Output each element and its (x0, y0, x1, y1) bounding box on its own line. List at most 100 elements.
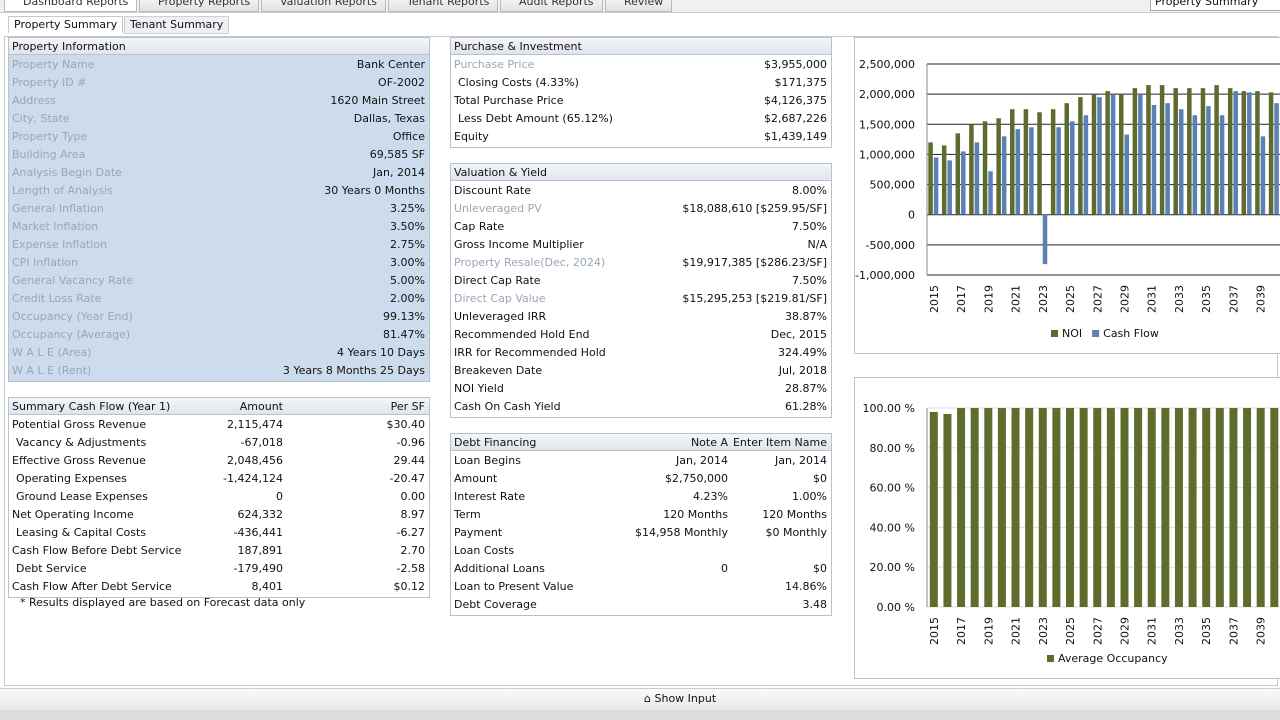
row-value: 1.00% (792, 490, 827, 503)
bar (1106, 408, 1115, 607)
row-label: Debt Service (16, 562, 87, 575)
row-value: $0.12 (393, 580, 426, 593)
x-tick-label: 2023 (1037, 617, 1050, 645)
x-tick-label: 2027 (1091, 617, 1104, 645)
footnote: * Results displayed are based on Forecas… (20, 596, 306, 609)
row-label: Cash Flow After Debt Service (12, 580, 172, 593)
bar (943, 413, 952, 607)
row-label: W A L E (Rent) (12, 364, 92, 377)
row-value: -2.58 (396, 562, 425, 575)
bar (1001, 136, 1007, 215)
row-label: Unleveraged IRR (454, 310, 547, 323)
top-tab[interactable]: Tenant Reports (388, 0, 499, 12)
row-label: Cap Rate (454, 220, 505, 233)
bar (974, 142, 980, 215)
row-label: Occupancy (Average) (12, 328, 131, 341)
bar (1079, 408, 1088, 607)
row-value: 30 Years 0 Months (324, 184, 425, 197)
row-label: IRR for Recommended Hold (454, 346, 606, 359)
panel-header (9, 38, 429, 55)
row-value: Jul, 2018 (778, 364, 827, 377)
row-value: 0 (276, 490, 283, 503)
row-label: Vacancy & Adjustments (16, 436, 147, 449)
bar (1064, 103, 1070, 215)
debt-panel: Debt Financing Note A Enter Item Name Loan … (450, 433, 832, 616)
show-input-button[interactable]: ⌂ Show Input (644, 692, 716, 706)
row-label: Loan Costs (454, 544, 515, 557)
x-tick-label: 2031 (1146, 285, 1159, 313)
y-tick-label: 100.00 % (863, 402, 915, 415)
row-value: $2,687,226 (764, 112, 827, 125)
row-label: Operating Expenses (16, 472, 127, 485)
row-value: 187,891 (237, 544, 284, 557)
x-tick-label: 2029 (1118, 285, 1131, 313)
chart: 2,500,000 2,000,000 1,500,000 1,000,000 500,… (855, 58, 1280, 340)
y-tick-label: 2,500,000 (859, 58, 915, 71)
row-label: Interest Rate (454, 490, 526, 503)
bar (1110, 94, 1116, 215)
y-tick-label: 500,000 (870, 179, 916, 192)
panel-header (451, 164, 831, 181)
x-tick-label: 2025 (1064, 617, 1077, 645)
panel-header (451, 38, 831, 55)
row-value: $0 (813, 472, 827, 485)
chart-panel: 100.00 % 80.00 % 60.00 % 40.00 % 20.00 % 0.00… (854, 377, 1280, 679)
row-label: Gross Income Multiplier (454, 238, 584, 251)
bar (1188, 408, 1197, 607)
sub-tab[interactable]: Property Summary (8, 16, 124, 33)
top-tab[interactable]: Property Reports (139, 0, 260, 12)
top-tab[interactable]: Dashboard Reports (4, 0, 138, 12)
row-label: Potential Gross Revenue (12, 418, 147, 431)
bar (1159, 85, 1165, 215)
top-tab[interactable]: Audit Reports (500, 0, 603, 12)
row-value: Office (392, 130, 425, 143)
row-value: 3.00% (390, 256, 425, 269)
bar (1260, 136, 1266, 215)
row-label: W A L E (Area) (12, 346, 92, 359)
row-label: Recommended Hold End (454, 328, 590, 341)
row-value: 14.86% (785, 580, 827, 593)
row-label: Property Resale(Dec, 2024) (454, 256, 606, 269)
bar (1173, 88, 1178, 215)
row-label: Effective Gross Revenue (12, 454, 146, 467)
bar (928, 142, 933, 215)
bar (1050, 109, 1056, 215)
row-label: Payment (454, 526, 503, 539)
row-value: 4 Years 10 Days (337, 346, 425, 359)
bar (1105, 91, 1110, 215)
row-label: Total Purchase Price (454, 94, 564, 107)
row-value: -179,490 (233, 562, 283, 575)
bar (955, 133, 961, 215)
x-tick-label: 2017 (955, 285, 968, 313)
row-value: 120 Months (762, 508, 827, 521)
bar (1233, 91, 1238, 215)
bar (1187, 88, 1192, 215)
top-tab[interactable]: Valuation Reports (261, 0, 386, 12)
show-input-label: Show Input (654, 692, 717, 705)
bar (1161, 408, 1170, 607)
bar (1247, 92, 1252, 215)
bar (1066, 408, 1075, 607)
sub-tab[interactable]: Tenant Summary (124, 16, 230, 34)
row-value: $4,126,375 (764, 94, 827, 107)
row-value: 2,115,474 (227, 418, 283, 431)
bar (1097, 97, 1102, 215)
row-label: Discount Rate (454, 184, 532, 197)
row-value: N/A (807, 238, 827, 251)
row-label: CPI Inflation (12, 256, 79, 269)
report-select[interactable]: Property Summary (1150, 0, 1280, 11)
row-label: City, State (12, 112, 70, 125)
bar (1215, 408, 1224, 607)
row-label: Purchase Price (454, 58, 535, 71)
legend-label: Average Occupancy (1058, 652, 1168, 665)
bar (1256, 408, 1265, 607)
row-label: Property Name (12, 58, 95, 71)
y-tick-label: 20.00 % (870, 561, 915, 574)
x-tick-label: 2019 (982, 617, 995, 645)
bar (1146, 85, 1151, 215)
row-value: 29.44 (393, 454, 426, 467)
column-header: Per SF (390, 400, 425, 413)
x-tick-label: 2015 (928, 285, 941, 313)
x-tick-label: 2027 (1091, 285, 1104, 313)
top-tab[interactable]: Review (605, 0, 673, 12)
